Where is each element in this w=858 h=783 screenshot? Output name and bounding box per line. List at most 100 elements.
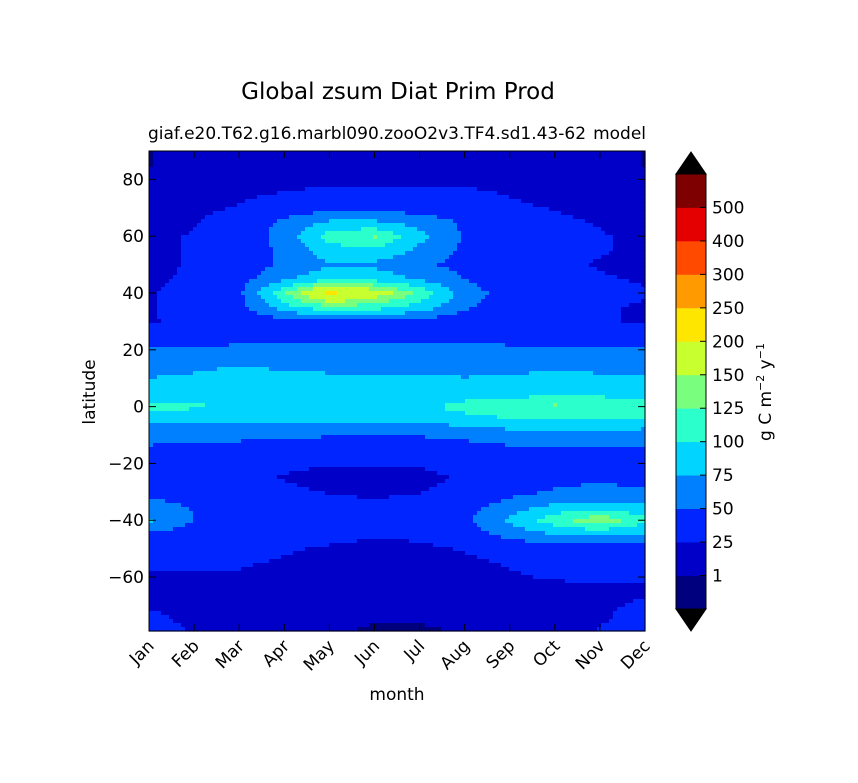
contour-cell [257, 287, 262, 292]
contour-cell [273, 199, 278, 204]
contour-cell [517, 183, 522, 188]
contour-cell [313, 151, 318, 156]
contour-cell [405, 187, 410, 192]
contour-cell [401, 247, 406, 252]
contour-cell [353, 191, 358, 196]
contour-cell [549, 267, 554, 272]
contour-cell [637, 251, 642, 256]
contour-cell [473, 255, 478, 260]
contour-cell [381, 227, 386, 232]
contour-cell [553, 283, 558, 288]
contour-cell [329, 287, 334, 292]
contour-cell [513, 239, 518, 244]
contour-cell [209, 231, 214, 236]
contour-cell [169, 187, 174, 192]
contour-cell [629, 263, 634, 268]
contour-cell [349, 155, 354, 160]
contour-cell [609, 263, 614, 268]
contour-cell [393, 171, 398, 176]
contour-cell [205, 263, 210, 268]
contour-cell [385, 227, 390, 232]
contour-cell [573, 163, 578, 168]
contour-cell [233, 275, 238, 280]
contour-cell [205, 311, 210, 316]
contour-cell [601, 159, 606, 164]
contour-cell [517, 167, 522, 172]
contour-cell [409, 219, 414, 224]
contour-cell [361, 199, 366, 204]
contour-cell [345, 279, 350, 284]
contour-cell [493, 175, 498, 180]
contour-cell [413, 295, 418, 300]
contour-cell [381, 267, 386, 272]
contour-cell [205, 287, 210, 292]
contour-cell [169, 167, 174, 172]
contour-cell [313, 307, 318, 312]
contour-cell [597, 283, 602, 288]
contour-cell [457, 291, 462, 296]
contour-cell [613, 203, 618, 208]
contour-cell [317, 151, 322, 156]
contour-cell [429, 263, 434, 268]
contour-cell [221, 263, 226, 268]
contour-cell [177, 203, 182, 208]
contour-cell [617, 247, 622, 252]
contour-cell [569, 163, 574, 168]
contour-cell [181, 267, 186, 272]
contour-cell [533, 183, 538, 188]
contour-cell [533, 283, 538, 288]
contour-cell [289, 243, 294, 248]
contour-cell [325, 223, 330, 228]
contour-cell [261, 207, 266, 212]
contour-cell [465, 155, 470, 160]
contour-cell [353, 167, 358, 172]
contour-cell [321, 287, 326, 292]
contour-cell [257, 179, 262, 184]
contour-cell [485, 195, 490, 200]
contour-cell [329, 219, 334, 224]
contour-cell [189, 235, 194, 240]
contour-cell [205, 259, 210, 264]
contour-cell [497, 247, 502, 252]
contour-cell [253, 203, 258, 208]
contour-cell [381, 279, 386, 284]
contour-cell [561, 167, 566, 172]
contour-cell [589, 283, 594, 288]
contour-cell [181, 175, 186, 180]
contour-cell [537, 151, 542, 156]
contour-cell [325, 207, 330, 212]
contour-cell [421, 187, 426, 192]
contour-cell [365, 163, 370, 168]
contour-cell [149, 195, 154, 200]
contour-cell [253, 155, 258, 160]
contour-cell [617, 183, 622, 188]
contour-cell [189, 231, 194, 236]
contour-cell [429, 211, 434, 216]
contour-cell [433, 159, 438, 164]
contour-cell [281, 163, 286, 168]
contour-cell [357, 151, 362, 156]
contour-cell [505, 303, 510, 308]
contour-cell [337, 247, 342, 252]
contour-cell [205, 303, 210, 308]
contour-cell [457, 243, 462, 248]
contour-cell [585, 223, 590, 228]
contour-cell [193, 291, 198, 296]
contour-cell [485, 267, 490, 272]
contour-cell [389, 199, 394, 204]
contour-cell [273, 175, 278, 180]
contour-cell [525, 267, 530, 272]
contour-cell [289, 227, 294, 232]
contour-cell [405, 235, 410, 240]
contour-cell [289, 199, 294, 204]
contour-cell [469, 187, 474, 192]
contour-cell [621, 255, 626, 260]
contour-cell [401, 195, 406, 200]
contour-cell [481, 183, 486, 188]
contour-cell [245, 211, 250, 216]
contour-cell [577, 171, 582, 176]
contour-cell [185, 243, 190, 248]
contour-cell [593, 255, 598, 260]
contour-cell [433, 287, 438, 292]
contour-cell [337, 187, 342, 192]
